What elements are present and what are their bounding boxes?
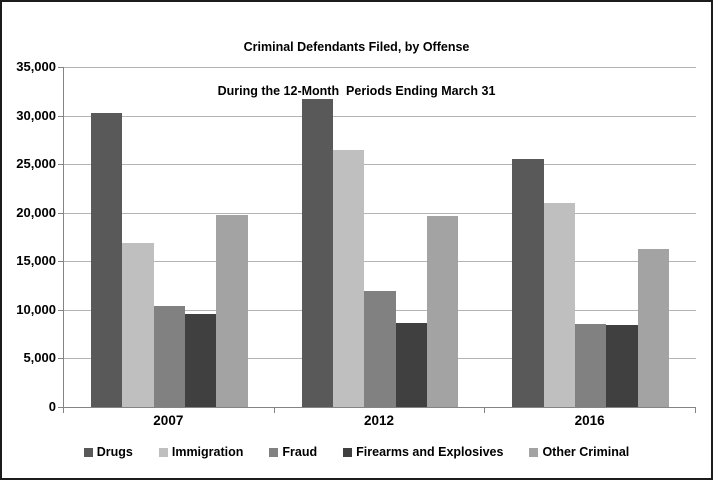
y-tick-label: 10,000 <box>16 301 56 317</box>
y-tick-mark <box>58 212 63 214</box>
y-tick-mark <box>58 309 63 311</box>
chart-title-line-2: During the 12-Month Periods Ending March… <box>217 83 496 98</box>
y-tick-mark <box>58 67 63 68</box>
gridline <box>64 67 696 68</box>
chart-title: Criminal Defendants Filed, by Offense Du… <box>0 11 713 113</box>
x-tick-mark <box>273 408 275 413</box>
y-tick-mark <box>58 164 63 166</box>
y-tick-mark <box>58 261 63 263</box>
bar <box>637 248 669 407</box>
legend-label: Drugs <box>96 445 133 459</box>
y-tick-label: 25,000 <box>16 156 56 172</box>
gridline <box>64 164 696 166</box>
bar <box>216 214 248 407</box>
bar <box>301 99 333 407</box>
y-tick-label: 15,000 <box>16 253 56 269</box>
bar-group-2007 <box>64 67 275 407</box>
y-tick-label: 35,000 <box>16 59 56 74</box>
x-tick-mark <box>484 408 486 413</box>
bar <box>395 322 427 407</box>
bar <box>574 324 607 407</box>
legend-label: Immigration <box>171 445 244 459</box>
y-tick-mark <box>58 115 63 117</box>
bar <box>332 149 365 407</box>
x-category-label: 2012 <box>363 413 394 428</box>
x-category-label: 2007 <box>153 413 184 428</box>
x-tick-mark <box>695 408 696 413</box>
chart-title-line-1: Criminal Defendants Filed, by Offense <box>243 40 470 54</box>
bar-group-2012 <box>275 67 486 407</box>
gridline <box>64 261 696 263</box>
bar <box>122 242 154 407</box>
legend-swatch-icon <box>343 447 353 457</box>
legend-swatch-icon <box>158 447 168 457</box>
legend-swatch-icon <box>269 447 279 457</box>
x-tick-mark <box>63 408 64 413</box>
bar <box>364 291 396 407</box>
y-tick-label: 5,000 <box>23 350 56 366</box>
bar <box>153 305 185 407</box>
bar <box>512 159 544 407</box>
legend-label: Fraud <box>282 445 318 459</box>
legend-swatch-icon <box>83 447 93 457</box>
x-category-label: 2016 <box>574 413 605 428</box>
bar <box>184 313 217 407</box>
legend-swatch-icon <box>529 447 539 457</box>
bar <box>426 215 459 407</box>
legend-label: Firearms and Explosives <box>356 445 504 459</box>
legend-item: Fraud <box>269 445 317 459</box>
bar-group-2016 <box>485 67 696 407</box>
y-tick-label: 0 <box>48 399 56 414</box>
y-tick-label: 20,000 <box>16 204 56 220</box>
y-tick-label: 30,000 <box>16 107 56 123</box>
plot-area <box>63 67 696 408</box>
legend-item: Drugs <box>83 445 133 459</box>
legend-item: Other Criminal <box>529 445 629 459</box>
gridline <box>64 115 696 117</box>
bar <box>606 325 638 407</box>
legend: Drugs Immigration Fraud Firearms and Explos… <box>0 445 713 459</box>
gridline <box>64 212 696 214</box>
legend-label: Other Criminal <box>542 445 630 459</box>
legend-item: Immigration <box>158 445 244 459</box>
bar <box>543 203 575 407</box>
y-tick-mark <box>58 358 63 360</box>
y-tick-mark <box>58 407 63 408</box>
bar <box>91 112 123 407</box>
legend-item: Firearms and Explosives <box>343 445 503 459</box>
